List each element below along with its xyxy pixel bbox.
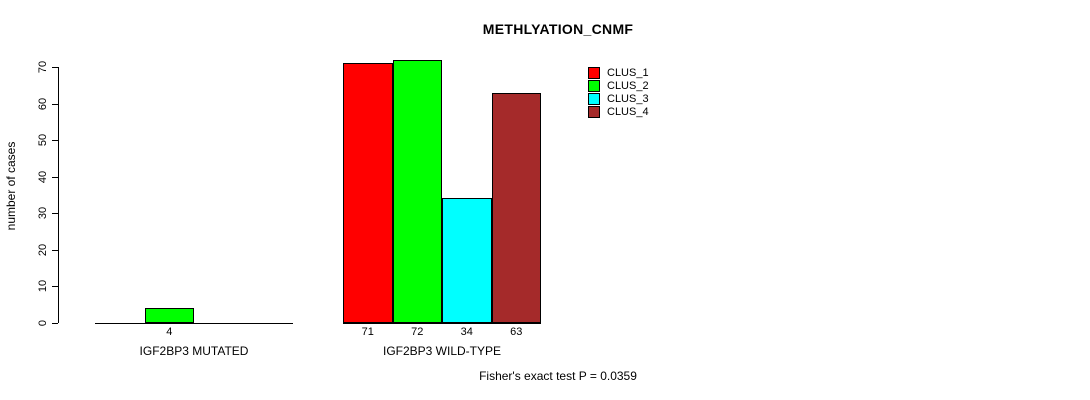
legend-label: CLUS_3 — [607, 93, 649, 105]
bar-value-label: 34 — [460, 326, 473, 338]
y-tick-mark — [52, 103, 58, 105]
y-tick-label: 10 — [37, 279, 49, 293]
legend-label: CLUS_4 — [607, 106, 649, 118]
y-tick-label: 60 — [37, 97, 49, 110]
y-tick-label: 30 — [37, 206, 49, 220]
y-tick-mark — [52, 322, 58, 324]
group-baseline — [95, 322, 293, 324]
legend-label: CLUS_1 — [607, 67, 649, 79]
y-tick-mark — [52, 176, 58, 178]
y-tick-mark — [52, 67, 58, 68]
bar-value-label: 63 — [510, 326, 523, 338]
legend-label: CLUS_2 — [607, 80, 649, 92]
y-tick-mark — [52, 286, 58, 287]
y-tick-mark — [52, 213, 58, 214]
bar-clus_4-group2 — [491, 92, 541, 324]
y-tick-label: 40 — [37, 170, 49, 183]
legend: CLUS_1 CLUS_2 CLUS_3 CLUS_4 — [588, 67, 649, 118]
bar-value-label: 72 — [411, 326, 424, 338]
y-axis-label: number of cases — [4, 141, 18, 231]
bar-value-label: 4 — [166, 326, 173, 338]
legend-swatch-clus_3 — [588, 93, 600, 105]
y-tick-label: 50 — [37, 133, 49, 147]
legend-item-clus_1: CLUS_1 — [588, 67, 649, 79]
y-tick-mark — [52, 140, 58, 141]
bar-clus_3-group2 — [442, 198, 492, 324]
chart-title: METHLYATION_CNMF — [482, 21, 634, 37]
legend-item-clus_4: CLUS_4 — [588, 106, 649, 118]
y-axis-line — [58, 67, 59, 323]
bar-clus_2-group1 — [144, 307, 194, 324]
y-tick-label: 20 — [37, 243, 49, 256]
bar-clus_2-group2 — [392, 59, 442, 324]
y-tick-label: 70 — [37, 60, 49, 74]
y-tick-label: 0 — [37, 319, 49, 326]
fisher-test-annotation: Fisher's exact test P = 0.0359 — [479, 369, 637, 383]
legend-swatch-clus_1 — [588, 67, 600, 79]
legend-item-clus_3: CLUS_3 — [588, 93, 649, 105]
legend-swatch-clus_2 — [588, 80, 600, 92]
category-label-group1: IGF2BP3 MUTATED — [139, 344, 249, 358]
legend-item-clus_2: CLUS_2 — [588, 80, 649, 92]
category-label-group2: IGF2BP3 WILD-TYPE — [382, 344, 502, 358]
bar-value-label: 71 — [361, 326, 374, 338]
y-tick-mark — [52, 249, 58, 251]
legend-swatch-clus_4 — [588, 106, 600, 118]
bar-clus_1-group2 — [343, 63, 393, 324]
